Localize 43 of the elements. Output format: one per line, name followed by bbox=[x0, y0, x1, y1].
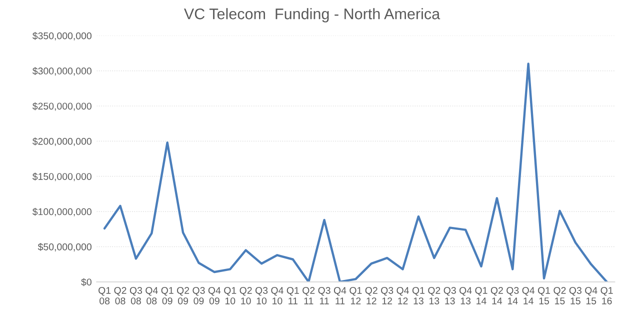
x-tick-label: Q2 15 bbox=[554, 287, 566, 304]
x-tick-label: Q3 12 bbox=[381, 287, 394, 304]
x-tick-label: Q4 10 bbox=[271, 287, 284, 304]
x-tick-label: Q4 15 bbox=[585, 287, 598, 304]
y-tick-label: $200,000,000 bbox=[32, 137, 92, 146]
y-tick-label: $100,000,000 bbox=[32, 208, 92, 216]
x-tick-label: Q4 11 bbox=[334, 287, 346, 304]
x-tick-label: Q2 10 bbox=[240, 287, 252, 304]
x-tick-label: Q2 13 bbox=[428, 287, 440, 304]
x-tick-label: Q2 09 bbox=[177, 287, 190, 304]
x-tick-label: Q3 11 bbox=[318, 287, 330, 304]
x-tick-label: Q4 14 bbox=[522, 287, 535, 304]
x-tick-label: Q3 09 bbox=[192, 287, 205, 304]
x-tick-label: Q3 13 bbox=[444, 287, 456, 304]
x-tick-label: Q2 11 bbox=[302, 287, 315, 304]
y-tick-label: $250,000,000 bbox=[32, 102, 92, 111]
y-tick-label: $150,000,000 bbox=[32, 172, 92, 182]
x-tick-label: Q1 08 bbox=[98, 287, 111, 304]
y-tick-label: $0 bbox=[81, 278, 92, 286]
y-tick-label: $300,000,000 bbox=[32, 67, 92, 76]
x-tick-label: Q2 12 bbox=[365, 287, 378, 304]
x-tick-label: Q2 14 bbox=[490, 287, 503, 304]
x-tick-label: Q1 14 bbox=[475, 287, 488, 304]
x-tick-label: Q4 13 bbox=[460, 287, 472, 304]
x-tick-label: Q3 15 bbox=[569, 287, 582, 304]
x-tick-label: Q4 09 bbox=[208, 287, 221, 304]
x-tick-label: Q1 16 bbox=[600, 287, 613, 304]
x-tick-label: Q1 13 bbox=[412, 287, 424, 304]
chart-title: VC Telecom Funding - North America bbox=[184, 8, 440, 22]
x-tick-label: Q1 10 bbox=[224, 287, 236, 304]
x-tick-label: Q3 10 bbox=[255, 287, 268, 304]
y-tick-label: $350,000,000 bbox=[32, 32, 92, 40]
y-tick-label: $50,000,000 bbox=[38, 243, 92, 252]
x-tick-label: Q2 08 bbox=[114, 287, 126, 304]
x-tick-label: Q3 08 bbox=[130, 287, 142, 304]
x-tick-label: Q1 11 bbox=[286, 287, 299, 304]
x-tick-label: Q1 12 bbox=[350, 287, 362, 304]
line-series bbox=[103, 62, 608, 282]
x-tick-label: Q4 12 bbox=[396, 287, 409, 304]
x-tick-label: Q1 15 bbox=[538, 287, 550, 304]
x-tick-label: Q4 08 bbox=[146, 287, 158, 304]
x-tick-label: Q3 14 bbox=[506, 287, 519, 304]
x-tick-label: Q1 09 bbox=[161, 287, 174, 304]
